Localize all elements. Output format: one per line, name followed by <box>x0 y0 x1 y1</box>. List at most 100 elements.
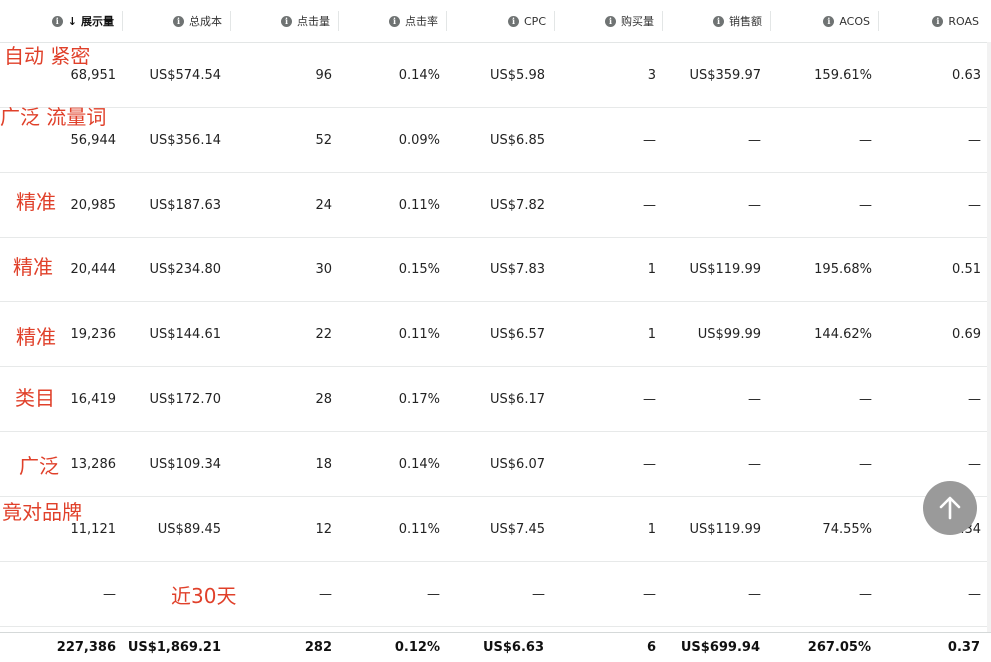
info-icon[interactable]: i <box>508 15 519 27</box>
ctr-cell: 0.09% <box>398 132 440 148</box>
table-row[interactable]: 16,419 US$172.70 28 0.17% US$6.17 — — — … <box>0 367 991 432</box>
impressions-cell: 11,121 <box>70 521 117 537</box>
col-header-ctr[interactable]: i 点击率 <box>346 0 438 42</box>
acos-cell: 159.61% <box>814 67 872 83</box>
column-divider <box>230 11 231 31</box>
col-header-clicks[interactable]: i 点击量 <box>238 0 330 42</box>
arrow-down-icon[interactable]: ↓ <box>67 14 77 28</box>
impressions-cell: 56,944 <box>70 132 117 148</box>
vertical-scrollbar[interactable] <box>987 42 991 632</box>
annotation-label: 近30天 <box>171 584 237 608</box>
annotation-label: 竟对品牌 <box>2 500 82 524</box>
orders-cell: 1 <box>647 261 656 277</box>
acos-cell: — <box>859 586 872 602</box>
impressions-cell: — <box>103 586 116 602</box>
info-icon[interactable]: i <box>823 15 835 27</box>
info-icon[interactable]: i <box>51 15 63 27</box>
info-icon[interactable]: i <box>713 15 724 27</box>
sales-cell: US$119.99 <box>689 261 761 277</box>
table-row[interactable]: 68,951 US$574.54 96 0.14% US$5.98 3 US$3… <box>0 43 991 108</box>
column-divider <box>338 11 339 31</box>
total-orders: 6 <box>646 640 656 655</box>
info-icon[interactable]: i <box>281 15 292 27</box>
cpc-cell: US$7.45 <box>490 521 545 537</box>
total-cost-cell: US$574.54 <box>149 67 221 83</box>
roas-cell: — <box>968 197 981 213</box>
total-cost-cell: US$356.14 <box>149 132 221 148</box>
ctr-cell: 0.14% <box>398 456 440 472</box>
info-icon[interactable]: i <box>389 15 400 27</box>
column-divider <box>446 11 447 31</box>
impressions-cell: 13,286 <box>70 456 117 472</box>
sales-cell: — <box>748 586 761 602</box>
col-header-impressions[interactable]: i ↓ 展示量 <box>0 0 114 42</box>
orders-cell: 1 <box>647 326 656 342</box>
acos-cell: — <box>859 197 872 213</box>
clicks-cell: 28 <box>315 391 332 407</box>
table-row[interactable]: 20,985 US$187.63 24 0.11% US$7.82 — — — … <box>0 173 991 238</box>
total-cost-cell: US$89.45 <box>157 521 221 537</box>
roas-cell: — <box>968 456 981 472</box>
col-header-label: ROAS <box>948 14 979 28</box>
col-header-orders[interactable]: i 购买量 <box>562 0 654 42</box>
col-header-total-cost[interactable]: i 总成本 <box>130 0 222 42</box>
table-row[interactable]: 56,944 US$356.14 52 0.09% US$6.85 — — — … <box>0 108 991 173</box>
table-row[interactable]: 20,444 US$234.80 30 0.15% US$7.83 1 US$1… <box>0 237 991 302</box>
clicks-cell: — <box>319 586 332 602</box>
info-icon[interactable]: i <box>605 15 616 27</box>
col-header-label: 点击率 <box>405 15 438 28</box>
roas-cell: 0.69 <box>952 326 981 342</box>
acos-cell: 195.68% <box>814 261 872 277</box>
table-row[interactable]: — — — — — — — — <box>0 562 991 627</box>
scroll-to-top-button[interactable] <box>923 481 977 535</box>
col-header-label: 销售额 <box>729 15 762 28</box>
table-row[interactable]: 19,236 US$144.61 22 0.11% US$6.57 1 US$9… <box>0 302 991 367</box>
acos-cell: — <box>859 456 872 472</box>
ctr-cell: 0.11% <box>398 197 440 213</box>
orders-cell: — <box>643 456 656 472</box>
table-row[interactable]: 13,286 US$109.34 18 0.14% US$6.07 — — — … <box>0 432 991 497</box>
sales-cell: — <box>748 456 761 472</box>
roas-cell: 0.63 <box>952 67 981 83</box>
total-cost-cell: US$234.80 <box>149 261 221 277</box>
cpc-cell: US$6.07 <box>490 456 545 472</box>
cpc-cell: US$7.82 <box>490 197 545 213</box>
ctr-cell: 0.11% <box>398 521 440 537</box>
orders-cell: — <box>643 197 656 213</box>
annotation-label: 精准 <box>16 325 56 349</box>
total-roas: 0.37 <box>947 640 980 655</box>
impressions-cell: 20,985 <box>70 197 117 213</box>
total-cost-cell: US$144.61 <box>149 326 221 342</box>
total-ctr: 0.12% <box>394 640 440 655</box>
info-icon[interactable]: i <box>173 15 184 27</box>
annotation-label: 精准 <box>13 255 53 279</box>
acos-cell: 74.55% <box>822 521 872 537</box>
sales-cell: — <box>748 132 761 148</box>
col-header-roas[interactable]: i ROAS <box>886 0 979 42</box>
cpc-cell: US$6.17 <box>490 391 545 407</box>
column-divider <box>878 11 879 31</box>
orders-cell: — <box>643 586 656 602</box>
orders-cell: 1 <box>647 521 656 537</box>
roas-cell: — <box>968 586 981 602</box>
col-header-sales[interactable]: i 销售额 <box>670 0 762 42</box>
acos-cell: 144.62% <box>814 326 872 342</box>
orders-cell: 3 <box>647 67 656 83</box>
col-header-acos[interactable]: i ACOS <box>778 0 870 42</box>
table-row[interactable]: 11,121 US$89.45 12 0.11% US$7.45 1 US$11… <box>0 497 991 562</box>
annotation-label: 广泛 流量词 <box>0 105 107 129</box>
clicks-cell: 24 <box>315 197 332 213</box>
col-header-cpc[interactable]: i CPC <box>454 0 546 42</box>
sales-cell: — <box>748 391 761 407</box>
total-total-cost: US$1,869.21 <box>127 640 221 655</box>
clicks-cell: 18 <box>315 456 332 472</box>
info-icon[interactable]: i <box>932 15 944 27</box>
annotation-label: 精准 <box>16 190 56 214</box>
column-divider <box>770 11 771 31</box>
ctr-cell: — <box>427 586 440 602</box>
col-header-label: 点击量 <box>297 15 330 28</box>
total-impressions: 227,386 <box>56 640 116 655</box>
cpc-cell: US$5.98 <box>490 67 545 83</box>
clicks-cell: 22 <box>315 326 332 342</box>
orders-cell: — <box>643 391 656 407</box>
